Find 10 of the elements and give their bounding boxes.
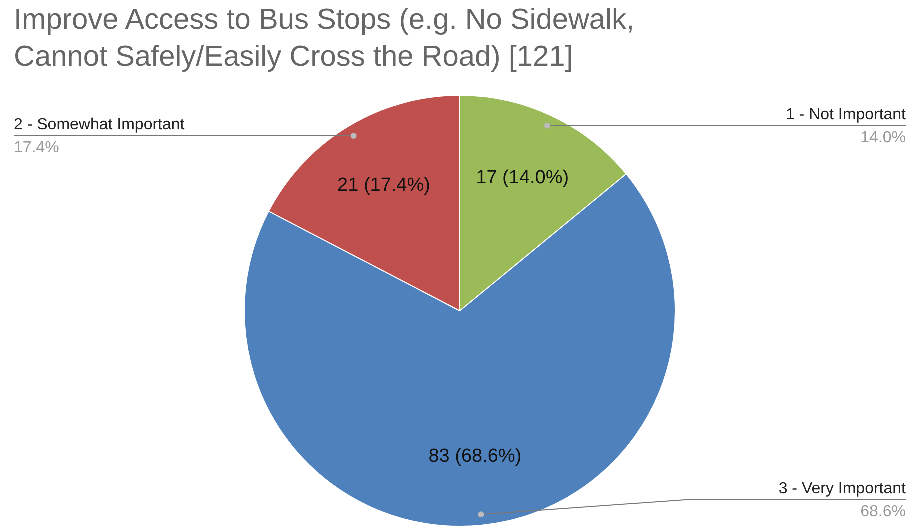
data-label: 17 (14.0%) xyxy=(476,168,570,189)
text: 17.4% xyxy=(14,139,60,156)
slice-label: 3 - Very Important xyxy=(778,480,907,498)
slice-label: 1 - Not Important xyxy=(786,106,907,124)
data-label: 83 (68.6%) xyxy=(428,446,522,467)
text: 14.0% xyxy=(860,129,906,146)
text: 68.6% xyxy=(860,503,906,520)
chart-title: Improve Access to Bus Stops (e.g. No Sidewalk, Cannot Safely/Easily Cross the Road) [121] xyxy=(14,3,636,75)
slice-label: 2 - Somewhat Important xyxy=(14,116,186,134)
data-label: 21 (17.4%) xyxy=(338,174,430,196)
